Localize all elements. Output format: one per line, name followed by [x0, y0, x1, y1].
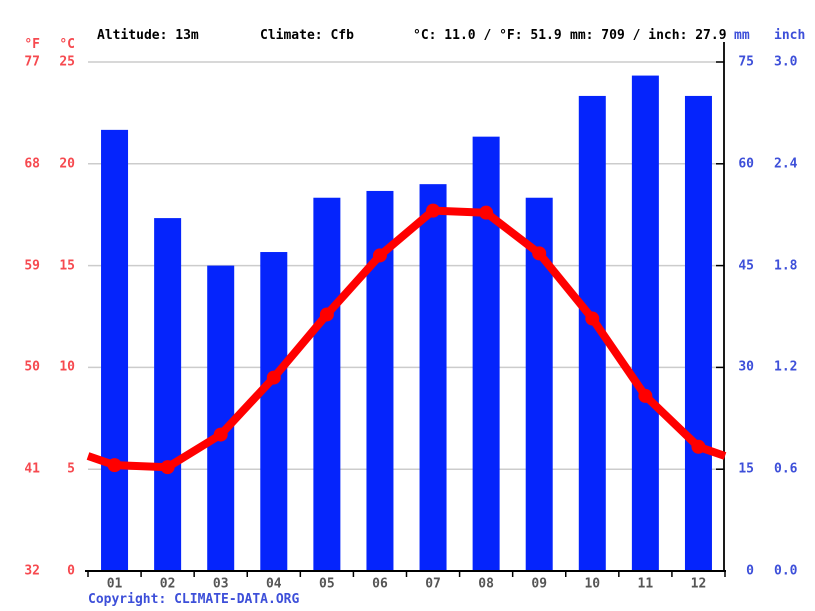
altitude-label: Altitude: 13m — [97, 28, 199, 43]
left-c-tick: 20 — [59, 156, 75, 172]
right-inch-tick: 1.2 — [774, 359, 798, 375]
temperature-point — [585, 311, 600, 326]
precip-bar — [260, 252, 288, 571]
right-inch-tick: 3.0 — [774, 54, 798, 70]
temp-summary-label: °C: 11.0 / °F: 51.9 — [413, 28, 562, 43]
precip-bar — [207, 265, 235, 571]
temperature-point — [319, 307, 334, 322]
month-label: 01 — [106, 576, 123, 592]
temperature-point — [160, 460, 175, 475]
temperature-point — [479, 205, 494, 220]
right-inch-tick: 2.4 — [774, 156, 798, 172]
copyright-link[interactable]: Copyright: CLIMATE-DATA.ORG — [88, 592, 300, 607]
month-label: 09 — [531, 576, 548, 592]
left-f-tick: 41 — [24, 461, 40, 477]
right-inch-tick: 0.0 — [774, 563, 798, 579]
left-c-tick: 25 — [59, 54, 75, 70]
temperature-point — [426, 203, 441, 218]
temperature-point — [107, 458, 122, 473]
month-label: 12 — [690, 576, 707, 592]
month-label: 11 — [637, 576, 654, 592]
climate-label: Climate: Cfb — [260, 28, 354, 43]
left-f-tick: 77 — [24, 54, 40, 70]
c-unit-label: °C — [59, 37, 75, 52]
left-f-tick: 50 — [24, 359, 40, 375]
precip-bar — [631, 75, 659, 571]
f-unit-label: °F — [24, 37, 40, 52]
precip-bar — [419, 184, 447, 571]
precip-summary-label: mm: 709 / inch: 27.9 — [570, 28, 727, 43]
month-label: 03 — [212, 576, 229, 592]
precip-bar — [472, 136, 500, 572]
month-label: 04 — [265, 576, 282, 592]
month-label: 07 — [425, 576, 441, 592]
right-mm-tick: 60 — [738, 156, 754, 172]
left-c-tick: 10 — [59, 359, 75, 375]
right-mm-tick: 75 — [738, 54, 754, 70]
right-mm-tick: 30 — [738, 359, 754, 375]
inch-unit-label: inch — [774, 28, 806, 43]
precip-bar — [154, 218, 182, 572]
month-label: 08 — [478, 576, 494, 592]
month-label: 05 — [319, 576, 335, 592]
temperature-point — [691, 439, 706, 454]
right-inch-tick: 1.8 — [774, 258, 798, 274]
temperature-point — [213, 427, 228, 442]
left-f-tick: 68 — [24, 156, 40, 172]
left-f-tick: 32 — [24, 563, 40, 579]
temperature-point — [532, 246, 547, 261]
left-f-tick: 59 — [24, 258, 40, 274]
right-mm-tick: 15 — [738, 461, 754, 477]
month-label: 10 — [584, 576, 601, 592]
left-c-tick: 5 — [67, 461, 75, 477]
precip-bar — [684, 95, 712, 571]
left-c-tick: 15 — [59, 258, 75, 274]
month-label: 02 — [159, 576, 176, 592]
right-inch-tick: 0.6 — [774, 461, 798, 477]
precip-bar — [313, 197, 341, 571]
temperature-point — [372, 248, 387, 263]
left-c-tick: 0 — [67, 563, 75, 579]
mm-unit-label: mm — [734, 28, 750, 43]
month-label: 06 — [372, 576, 388, 592]
right-mm-tick: 0 — [746, 563, 754, 579]
right-mm-tick: 45 — [738, 258, 754, 274]
temperature-point — [266, 370, 281, 385]
temperature-line — [86, 206, 727, 472]
precip-bar — [101, 129, 129, 571]
temperature-point — [638, 388, 653, 403]
